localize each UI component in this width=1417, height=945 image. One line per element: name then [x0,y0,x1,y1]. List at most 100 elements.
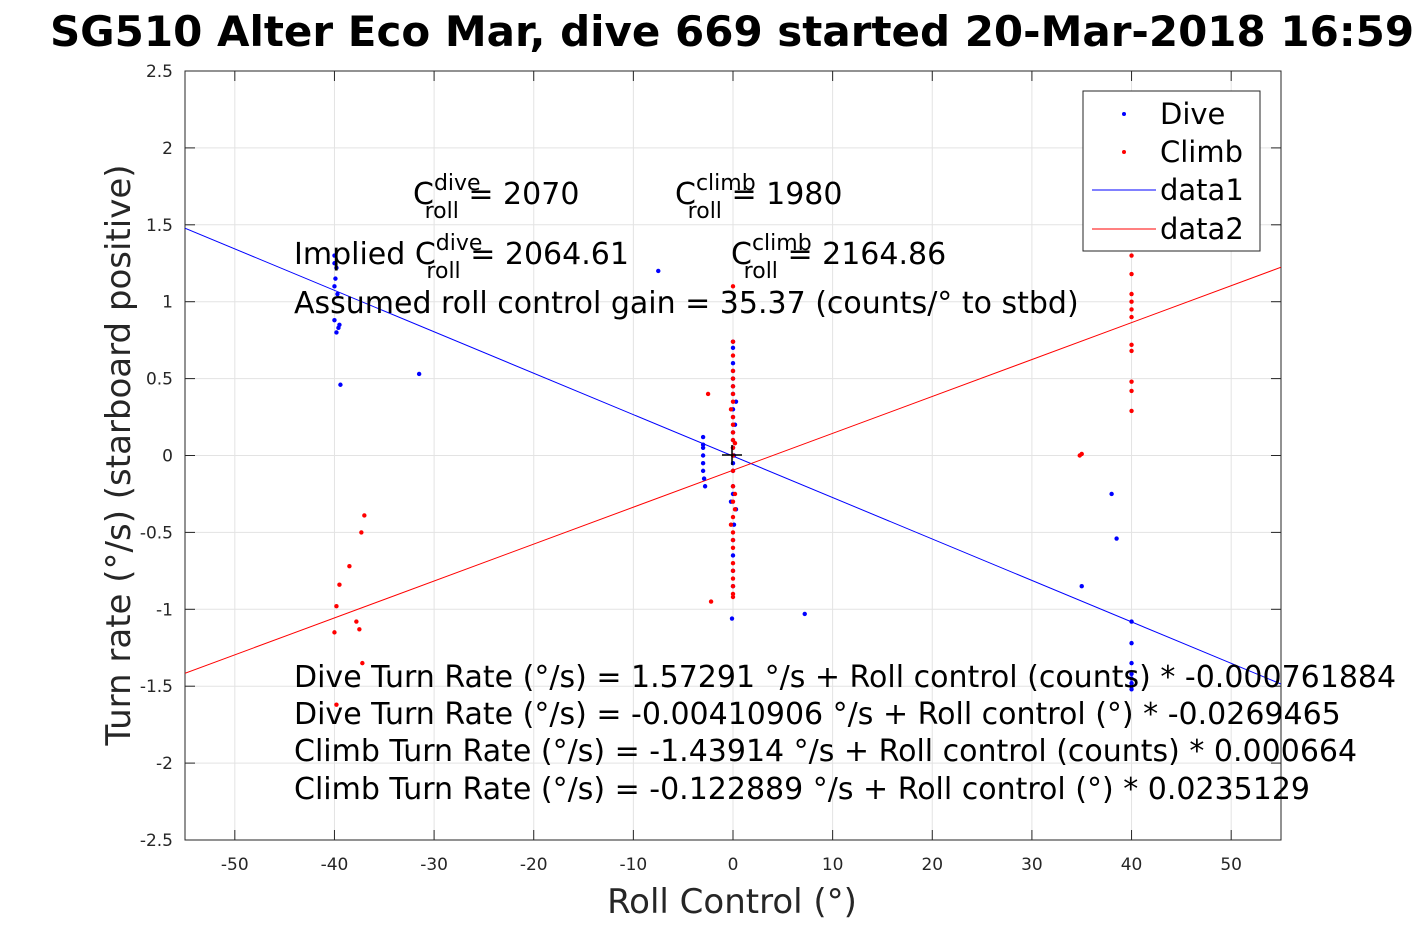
climb-point [730,499,736,504]
climb-point [730,422,736,427]
y-tick-label: 0.5 [146,370,173,390]
climb-point [1129,348,1134,354]
legend-dive-marker [1122,112,1126,116]
x-tick-label: 40 [1121,855,1143,875]
annotation-implied-c-roll-dive: Implied Cdive roll = 2064.61 [294,231,629,284]
climb-point [1129,253,1134,258]
dive-point [700,442,706,447]
climb-point [730,594,736,600]
dive-point [702,484,708,489]
x-tick-label: -20 [520,855,548,875]
climb-point [334,702,339,707]
legend-data2-label: data2 [1160,212,1244,246]
climb-point [730,284,736,289]
y-tick-label: -1 [156,600,173,620]
dive-point [730,361,736,366]
dive-point [338,382,343,387]
climb-point [362,513,367,518]
climb-point [1129,342,1134,347]
dive-point [333,276,338,281]
dive-point [700,468,706,474]
y-tick-label: -0.5 [140,523,173,543]
annotation-c-roll-dive: Cdive roll = 2070 [413,171,579,224]
dive-point [416,371,422,377]
dive-point [1129,640,1134,646]
climb-point [730,530,736,535]
climb-point [357,627,362,632]
climb-point [730,376,736,381]
climb-point [728,522,734,527]
climb-point [1129,314,1134,320]
dive-point [700,460,706,466]
x-tick-label: 20 [921,855,943,875]
climb-point [728,407,734,412]
legend: Dive Climb data1 data2 [1082,90,1261,252]
annotation-implied-c-roll-climb: Cclimb roll = 2164.86 [731,231,946,284]
climb-point [730,584,736,589]
climb-point [732,440,738,446]
dive-point [1129,687,1134,692]
x-tick-label: -50 [221,855,249,875]
climb-point [1129,388,1134,394]
dive-point [656,268,661,274]
x-tick-label: 30 [1021,855,1043,875]
climb-point [1079,451,1084,457]
climb-point [337,582,342,587]
y-tick-label: 0 [162,447,173,467]
dive-point [700,434,706,440]
climb-point [708,599,714,604]
dive-point [729,616,735,621]
annotation-roll-gain: Assumed roll control gain = 35.37 (count… [294,286,1079,321]
y-tick-label: 1.5 [146,216,173,236]
climb-point [730,430,736,435]
dive-point [1129,671,1134,677]
dive-point [700,445,706,451]
legend-data1-label: data1 [1160,173,1244,207]
x-tick-label: 0 [728,855,739,875]
dive-point [1129,676,1134,681]
y-axis-label: Turn rate (°/s) (starboard positive) [99,164,139,746]
y-tick-labels: -2.5 -2 -1.5 -1 -0.5 0 0.5 1 1.5 2 2.5 [140,62,173,851]
climb-point [730,414,736,420]
chart-title: SG510 Alter Eco Mar, dive 669 started 20… [50,7,1414,56]
legend-climb-marker [1122,150,1126,154]
dive-point [332,284,337,289]
climb-point [732,507,738,512]
climb-point [359,530,364,535]
climb-point [730,368,736,374]
dive-point [802,611,807,617]
climb-point [730,339,736,344]
dive-point [336,325,341,331]
dive-point [332,253,337,258]
climb-point [1129,271,1134,277]
climb-point [1129,408,1134,414]
dive-point [332,261,337,266]
dive-point [1109,491,1114,497]
dive-point [1114,536,1119,541]
x-tick-label: -10 [619,855,647,875]
climb-point [730,468,736,474]
dive-point [701,476,707,481]
climb-point [730,514,736,520]
x-tick-label: 10 [822,855,844,875]
climb-point [1129,379,1134,384]
climb-point [730,568,736,574]
climb-point [730,353,736,358]
climb-point [730,391,736,397]
climb-point [332,630,337,635]
dive-point [1079,584,1084,589]
y-tick-label: 2.5 [146,62,173,82]
climb-point [730,484,736,489]
x-axis-label: Roll Control (°) [607,882,857,922]
annotation-dive-fit-counts: Dive Turn Rate (°/s) = 1.57291 °/s + Rol… [294,660,1396,695]
climb-point [705,391,711,397]
origin-marker [722,445,742,465]
x-tick-label: -40 [321,855,349,875]
climb-point [1129,299,1134,304]
annotation-c-roll-climb: Cclimb roll = 1980 [675,171,842,224]
climb-point [730,537,736,543]
annotation-climb-fit-counts: Climb Turn Rate (°/s) = -1.43914 °/s + R… [294,734,1357,769]
annotation-climb-fit-degrees: Climb Turn Rate (°/s) = -0.122889 °/s + … [294,772,1310,807]
dive-point [730,345,736,351]
